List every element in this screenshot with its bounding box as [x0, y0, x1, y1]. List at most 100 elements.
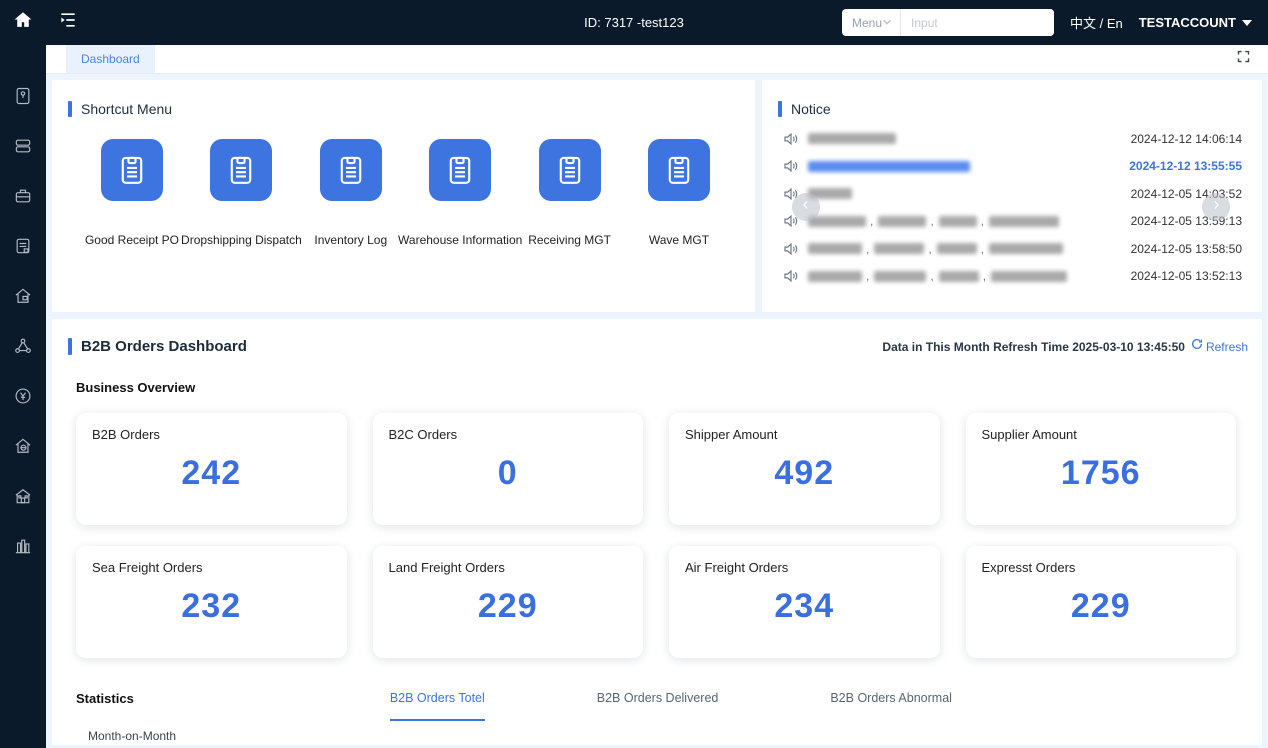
comma: , — [981, 214, 984, 228]
notice-item[interactable]: 2024-12-12 14:06:14 — [782, 125, 1242, 153]
notice-timestamp: 2024-12-12 14:06:14 — [1131, 132, 1242, 146]
stat-label: Air Freight Orders — [685, 560, 924, 575]
stat-card-b2c-orders: B2C Orders 0 — [373, 413, 644, 525]
redacted-text — [874, 271, 926, 282]
tab-dashboard[interactable]: Dashboard — [66, 45, 155, 73]
refresh-info-text: Data in This Month Refresh Time 2025-03-… — [882, 340, 1185, 354]
sidebar-collapse-button[interactable] — [56, 11, 80, 35]
redacted-text — [808, 133, 896, 144]
shortcut-menu-header: Shortcut Menu — [52, 80, 755, 117]
redacted-text — [939, 216, 977, 227]
comma: , — [866, 242, 869, 256]
shortcut-warehouse-information[interactable]: Warehouse Information — [406, 139, 514, 247]
shortcut-label: Good Receipt PO — [85, 233, 179, 247]
speaker-icon — [782, 240, 800, 258]
stat-card-land-freight-orders: Land Freight Orders 229 — [373, 546, 644, 658]
redacted-text — [989, 216, 1059, 227]
notice-next-button[interactable] — [1202, 193, 1230, 221]
notice-item[interactable]: , , , 2024-12-05 13:58:50 — [782, 235, 1242, 263]
shortcut-menu-panel: Shortcut Menu Good Receipt PO Dropshippi… — [52, 80, 755, 312]
sidebar-item-factory[interactable] — [0, 473, 46, 523]
stat-label: Land Freight Orders — [389, 560, 628, 575]
account-name: TESTACCOUNT — [1139, 15, 1236, 30]
notice-item[interactable]: , , , 2024-12-05 13:52:13 — [782, 263, 1242, 291]
sidebar-item-network[interactable] — [0, 323, 46, 373]
currency-icon — [13, 386, 33, 411]
header-search: Menu — [842, 9, 1054, 36]
sidebar-item-currency[interactable] — [0, 373, 46, 423]
shortcut-receiving-mgt[interactable]: Receiving MGT — [516, 139, 624, 247]
tab-b2b-orders-abnormal[interactable]: B2B Orders Abnormal — [830, 691, 952, 721]
b2b-dashboard-title: B2B Orders Dashboard — [81, 338, 247, 355]
sidebar-item-briefcase[interactable] — [0, 173, 46, 223]
title-accent-bar — [68, 338, 72, 355]
redacted-text — [939, 271, 979, 282]
speaker-icon — [782, 267, 800, 285]
redacted-text — [874, 243, 924, 254]
stat-label: B2C Orders — [389, 427, 628, 442]
stat-value: 229 — [982, 587, 1221, 626]
stat-card-sea-freight-orders: Sea Freight Orders 232 — [76, 546, 347, 658]
refresh-icon — [1190, 337, 1204, 356]
house-globe-icon — [13, 436, 33, 461]
fullscreen-button[interactable] — [1234, 50, 1252, 68]
tab-bar: Dashboard — [46, 45, 1268, 74]
title-accent-bar — [68, 101, 72, 117]
stat-label: B2B Orders — [92, 427, 331, 442]
tab-b2b-orders-totel[interactable]: B2B Orders Totel — [390, 691, 485, 721]
factory-icon — [13, 486, 33, 511]
shortcut-dropshipping-dispatch[interactable]: Dropshipping Dispatch — [187, 139, 295, 247]
home-icon — [12, 9, 34, 36]
shortcut-menu-title: Shortcut Menu — [81, 101, 172, 117]
header-actions: Menu 中文 / En TESTACCOUNT — [842, 9, 1268, 36]
speaker-icon — [782, 157, 800, 175]
id-badge-icon — [13, 86, 33, 111]
stat-value: 229 — [389, 587, 628, 626]
shortcut-inventory-log[interactable]: Inventory Log — [297, 139, 405, 247]
stat-card-expresst-orders: Expresst Orders 229 — [966, 546, 1237, 658]
notice-item[interactable]: 2024-12-05 14:03:52 — [782, 180, 1242, 208]
main-content: Shortcut Menu Good Receipt PO Dropshippi… — [46, 74, 1268, 748]
shortcut-good-receipt-po[interactable]: Good Receipt PO — [78, 139, 186, 247]
clipboard-icon — [429, 139, 491, 201]
stat-card-air-freight-orders: Air Freight Orders 234 — [669, 546, 940, 658]
search-input[interactable] — [901, 9, 1054, 36]
shortcut-label: Inventory Log — [314, 233, 387, 247]
notice-prev-button[interactable] — [792, 193, 820, 221]
stat-label: Expresst Orders — [982, 560, 1221, 575]
menu-select[interactable]: Menu — [842, 9, 901, 36]
tab-b2b-orders-delivered[interactable]: B2B Orders Delivered — [597, 691, 719, 721]
sidebar-item-building[interactable] — [0, 523, 46, 573]
shortcut-label: Wave MGT — [649, 233, 709, 247]
shortcut-label: Dropshipping Dispatch — [181, 233, 302, 247]
sidebar-item-id-badge[interactable] — [0, 73, 46, 123]
comma: , — [981, 242, 984, 256]
clipboard-icon — [101, 139, 163, 201]
account-menu[interactable]: TESTACCOUNT — [1139, 15, 1252, 30]
month-on-month-tab[interactable]: Month-on-Month — [88, 729, 1262, 743]
redacted-text — [989, 243, 1063, 254]
notice-list: 2024-12-12 14:06:14 2024-12-12 13:55:55 … — [762, 117, 1262, 290]
sidebar-item-document[interactable] — [0, 223, 46, 273]
network-icon — [13, 336, 33, 361]
notice-item[interactable]: , , , 2024-12-05 13:59:13 — [782, 208, 1242, 236]
chevron-down-icon — [882, 16, 892, 30]
comma: , — [930, 269, 933, 283]
sidebar-item-house-globe[interactable] — [0, 423, 46, 473]
warehouse-out-icon — [13, 286, 33, 311]
comma: , — [866, 269, 869, 283]
stat-value: 1756 — [982, 454, 1221, 493]
home-logo-button[interactable] — [0, 0, 46, 45]
language-toggle[interactable]: 中文 / En — [1070, 13, 1123, 32]
briefcase-icon — [13, 186, 33, 211]
sidebar-item-cards[interactable] — [0, 123, 46, 173]
notice-item[interactable]: 2024-12-12 13:55:55 — [782, 153, 1242, 181]
stat-card-supplier-amount: Supplier Amount 1756 — [966, 413, 1237, 525]
chevron-right-icon — [1210, 198, 1222, 216]
refresh-button[interactable]: Refresh — [1190, 337, 1248, 356]
building-icon — [13, 536, 33, 561]
sidebar-item-warehouse-out[interactable] — [0, 273, 46, 323]
refresh-label: Refresh — [1206, 340, 1248, 354]
redacted-text — [808, 216, 866, 227]
shortcut-wave-mgt[interactable]: Wave MGT — [625, 139, 733, 247]
